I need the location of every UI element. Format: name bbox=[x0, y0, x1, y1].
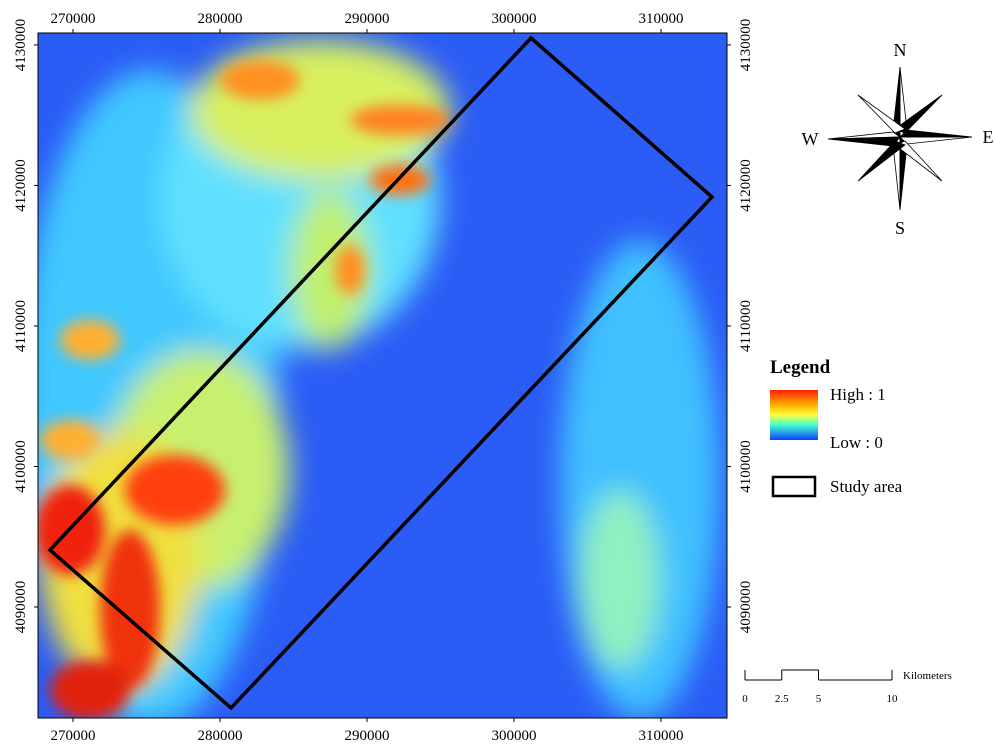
compass-south: S bbox=[895, 218, 905, 238]
y-tick-label-left: 4100000 bbox=[13, 440, 29, 493]
legend-low: Low : 0 bbox=[830, 433, 883, 452]
x-tick-label-top: 290000 bbox=[344, 11, 389, 27]
x-tick-label-bottom: 270000 bbox=[50, 728, 95, 744]
compass-east: E bbox=[983, 127, 994, 147]
legend-study-area: Study area bbox=[830, 477, 903, 496]
scale-unit: Kilometers bbox=[903, 670, 952, 682]
legend-title: Legend bbox=[770, 357, 831, 378]
legend-ramp bbox=[770, 390, 818, 440]
x-tick-label-bottom: 300000 bbox=[491, 728, 536, 744]
legend-study-swatch bbox=[773, 477, 815, 496]
x-tick-label-top: 270000 bbox=[50, 11, 95, 27]
y-tick-label-right: 4120000 bbox=[738, 159, 754, 212]
y-tick-label-right: 4090000 bbox=[738, 581, 754, 634]
scale-bar: 0 2.5 5 10 bbox=[742, 670, 898, 705]
north-arrow bbox=[828, 67, 972, 210]
compass-north: N bbox=[894, 40, 907, 60]
y-tick-label-right: 4110000 bbox=[738, 300, 754, 352]
elevation-raster bbox=[20, 33, 727, 730]
y-tick-label-left: 4090000 bbox=[13, 581, 29, 634]
scale-label: 0 bbox=[742, 693, 748, 705]
x-tick-label-top: 280000 bbox=[197, 11, 242, 27]
scale-label: 5 bbox=[816, 693, 822, 705]
y-tick-label-right: 4130000 bbox=[738, 19, 754, 72]
y-tick-label-left: 4120000 bbox=[13, 159, 29, 212]
legend-high: High : 1 bbox=[830, 385, 886, 404]
x-tick-label-top: 300000 bbox=[491, 11, 536, 27]
compass-west: W bbox=[802, 129, 819, 149]
page: 270000 270000 280000 280000 290000 290000 3000… bbox=[0, 0, 995, 747]
y-tick-label-left: 4130000 bbox=[13, 19, 29, 72]
x-tick-label-top: 310000 bbox=[638, 11, 683, 27]
y-tick-label-right: 4100000 bbox=[738, 440, 754, 493]
scale-label: 10 bbox=[887, 693, 899, 705]
x-tick-label-bottom: 290000 bbox=[344, 728, 389, 744]
x-tick-label-bottom: 280000 bbox=[197, 728, 242, 744]
y-tick-label-left: 4110000 bbox=[13, 300, 29, 352]
x-tick-label-bottom: 310000 bbox=[638, 728, 683, 744]
scale-label: 2.5 bbox=[775, 693, 789, 705]
